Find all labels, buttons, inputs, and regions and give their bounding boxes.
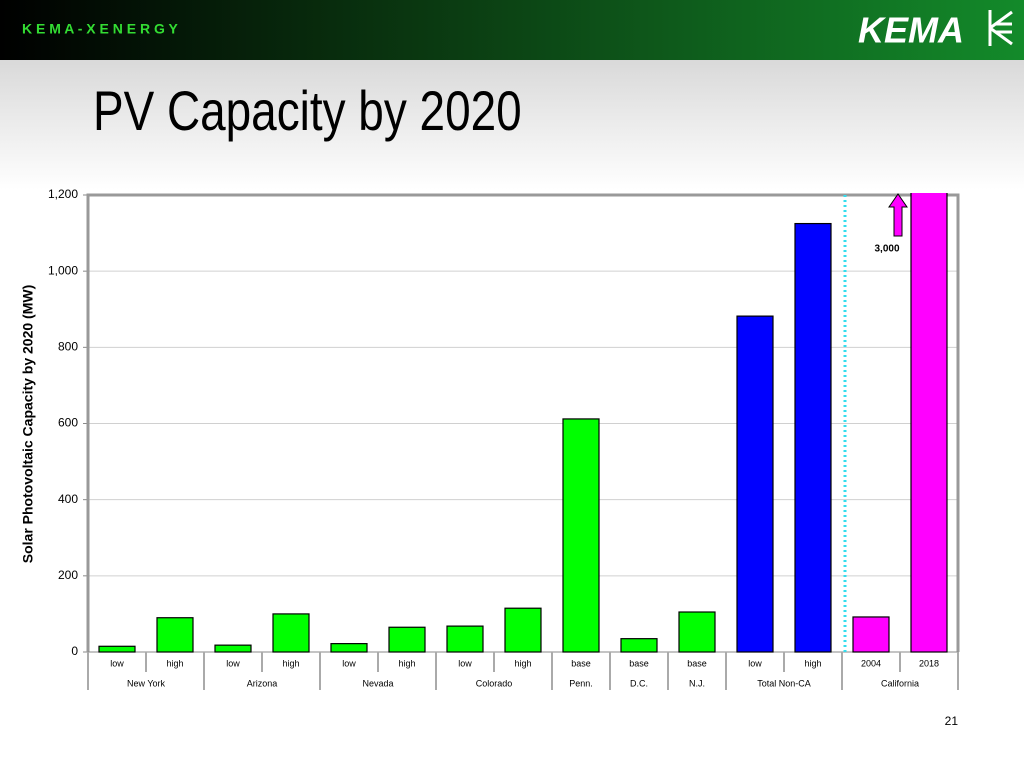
group-label: New York [127, 678, 166, 688]
x-tick-label: high [166, 658, 183, 668]
logo-mark [988, 10, 1013, 46]
bar [388, 626, 426, 653]
x-tick-label: base [629, 658, 649, 668]
y-tick-label: 1,200 [48, 187, 78, 201]
group-label: Penn. [569, 678, 593, 688]
y-tick-label: 1,000 [48, 263, 78, 277]
header [0, 0, 1024, 60]
x-tick-label: 2004 [861, 658, 881, 668]
x-tick-label: high [282, 658, 299, 668]
page-number: 21 [945, 714, 959, 728]
y-tick-label: 0 [71, 644, 78, 658]
x-tick-label: low [458, 658, 472, 668]
y-tick-label: 800 [58, 340, 78, 354]
bar [562, 418, 600, 653]
bars [98, 193, 948, 653]
bar [678, 611, 716, 653]
group-label: Total Non-CA [757, 678, 811, 688]
bar [620, 638, 658, 653]
x-tick-label: low [748, 658, 762, 668]
group-label: Arizona [247, 678, 278, 688]
bar [156, 617, 194, 653]
x-tick-label: high [398, 658, 415, 668]
x-tick-label: base [687, 658, 707, 668]
logo: KEMA [858, 10, 964, 51]
x-tick-label: low [110, 658, 124, 668]
group-label: California [881, 678, 919, 688]
x-tick-label: 2018 [919, 658, 939, 668]
bar [794, 222, 832, 653]
brand: K E M A - X E N E R G Y [22, 21, 179, 37]
x-tick-label: high [514, 658, 531, 668]
group-label: Nevada [362, 678, 393, 688]
bar [446, 625, 484, 653]
x-tick-label: low [342, 658, 356, 668]
plot-frame [86, 193, 960, 652]
y-tick-label: 400 [58, 492, 78, 506]
x-tick-label: low [226, 658, 240, 668]
group-label: Colorado [476, 678, 513, 688]
bar [736, 315, 774, 653]
y-axis-label: Solar Photovoltaic Capacity by 2020 (MW) [20, 285, 36, 564]
chart-title: PV Capacity by 2020 [93, 79, 522, 141]
bar [504, 607, 542, 653]
x-tick-label: base [571, 658, 591, 668]
bar [852, 616, 890, 653]
bar [214, 644, 252, 653]
y-tick-label: 200 [58, 568, 78, 582]
group-label: D.C. [630, 678, 648, 688]
bar [910, 193, 948, 653]
x-tick-label: high [804, 658, 821, 668]
bar [272, 613, 310, 653]
bar [98, 645, 136, 653]
overflow-arrow [888, 193, 908, 237]
background-band [0, 60, 1024, 190]
value-label: 3,000 [874, 244, 899, 255]
bar [330, 643, 368, 653]
y-tick-label: 600 [58, 416, 78, 430]
group-label: N.J. [689, 678, 705, 688]
